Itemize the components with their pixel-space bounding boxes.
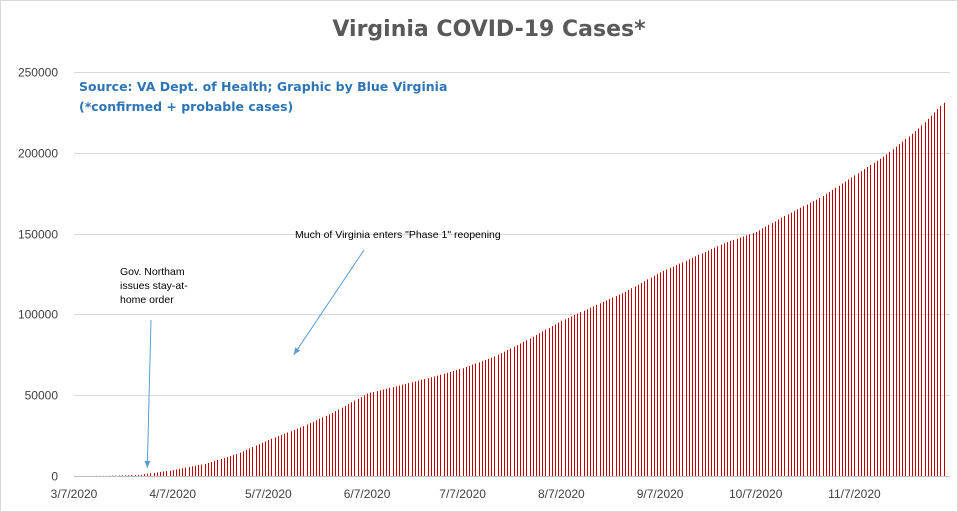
- x-tick-label: 10/7/2020: [729, 487, 783, 501]
- y-tick-label: 0: [51, 470, 58, 484]
- y-tick-label: 250000: [18, 66, 58, 80]
- annotation-arrow: [293, 249, 365, 356]
- y-tick-label: 50000: [25, 389, 59, 403]
- x-tick-label: 3/7/2020: [51, 487, 98, 501]
- bar-series: [96, 102, 945, 476]
- x-tick-label: 5/7/2020: [245, 487, 292, 501]
- arrowhead-icon: [144, 460, 151, 468]
- x-tick-label: 9/7/2020: [637, 487, 684, 501]
- chart-title: Virginia COVID-19 Cases*: [332, 17, 646, 42]
- annotation-arrow: [146, 319, 152, 468]
- y-tick-label: 100000: [18, 308, 58, 322]
- y-tick-label: 200000: [18, 147, 58, 161]
- y-axis-tick-labels: 0 50000 100000 150000 200000 250000: [18, 66, 58, 484]
- annotations: Gov. Northam issues stay-at-home order Muc…: [120, 229, 501, 468]
- x-axis-tick-labels: 3/7/2020 4/7/2020 5/7/2020 6/7/2020 7/7/2020…: [51, 487, 881, 501]
- x-tick-label: 11/7/2020: [828, 487, 881, 501]
- source-text: Source: VA Dept. of Health; Graphic by B…: [79, 79, 447, 94]
- annotation-text: home order: [120, 294, 174, 306]
- x-tick-label: 6/7/2020: [344, 487, 391, 501]
- x-tick-label: 7/7/2020: [439, 487, 486, 501]
- annotation-text: issues stay-at-: [120, 280, 188, 292]
- annotation-text: Gov. Northam: [120, 266, 185, 278]
- y-tick-label: 150000: [18, 228, 58, 242]
- annotation-text: Much of Virginia enters "Phase 1" reopen…: [295, 229, 501, 241]
- note-text: (*confirmed + probable cases): [79, 99, 293, 114]
- x-tick-label: 4/7/2020: [149, 487, 196, 501]
- arrowhead-icon: [293, 347, 301, 355]
- x-tick-label: 8/7/2020: [538, 487, 585, 501]
